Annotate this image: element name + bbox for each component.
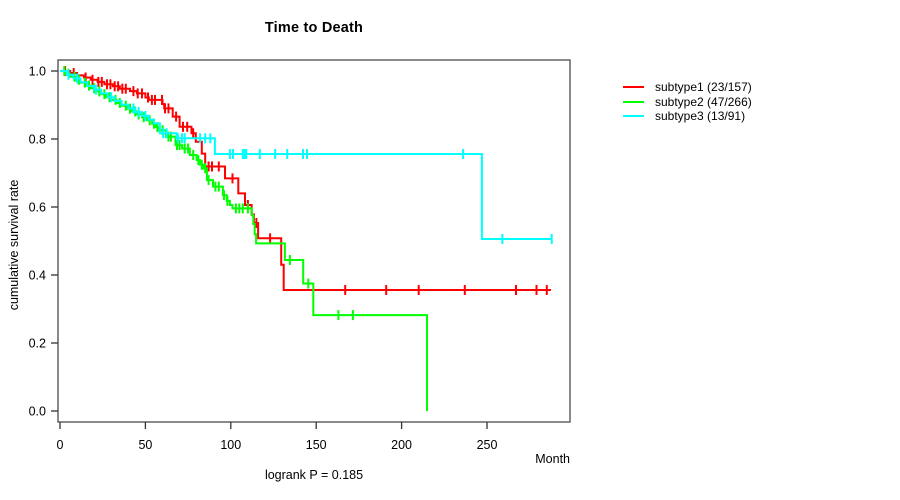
legend-line-swatch-subtype1: [623, 86, 644, 89]
plot-box: [57, 59, 571, 423]
survival-curve-subtype3: [60, 70, 552, 240]
legend-line-swatch-subtype2: [623, 100, 644, 103]
x-tick-label: 0: [57, 438, 64, 452]
y-tick-label: 0.0: [29, 405, 46, 419]
legend-label-subtype2: subtype2 (47/266): [655, 94, 752, 109]
x-tick-label: 250: [477, 438, 498, 452]
y-tick-label: 1.0: [29, 65, 46, 79]
x-tick-label: 200: [391, 438, 412, 452]
x-tick-label: 150: [306, 438, 327, 452]
legend: subtype1 (23/157) subtype2 (47/266) subt…: [623, 80, 752, 123]
legend-line-swatch-subtype3: [623, 114, 644, 117]
x-tick-label: 50: [138, 438, 152, 452]
y-tick-label: 0.4: [29, 269, 46, 283]
legend-item-subtype2: subtype2 (47/266): [623, 94, 752, 109]
x-tick-label: 100: [220, 438, 241, 452]
logrank-annotation: logrank P = 0.185: [264, 468, 364, 482]
y-tick-label: 0.2: [29, 337, 46, 351]
plot-title: Time to Death: [264, 20, 364, 36]
y-tick-label: 0.6: [29, 201, 46, 215]
x-axis-label: Month: [535, 452, 570, 466]
legend-label-subtype3: subtype3 (13/91): [655, 108, 746, 123]
y-tick-label: 0.8: [29, 133, 46, 147]
survival-curve-subtype2: [60, 70, 428, 411]
legend-item-subtype1: subtype1 (23/157): [623, 80, 752, 94]
legend-item-subtype3: subtype3 (13/91): [623, 109, 752, 123]
legend-label-subtype1: subtype1 (23/157): [655, 80, 752, 95]
